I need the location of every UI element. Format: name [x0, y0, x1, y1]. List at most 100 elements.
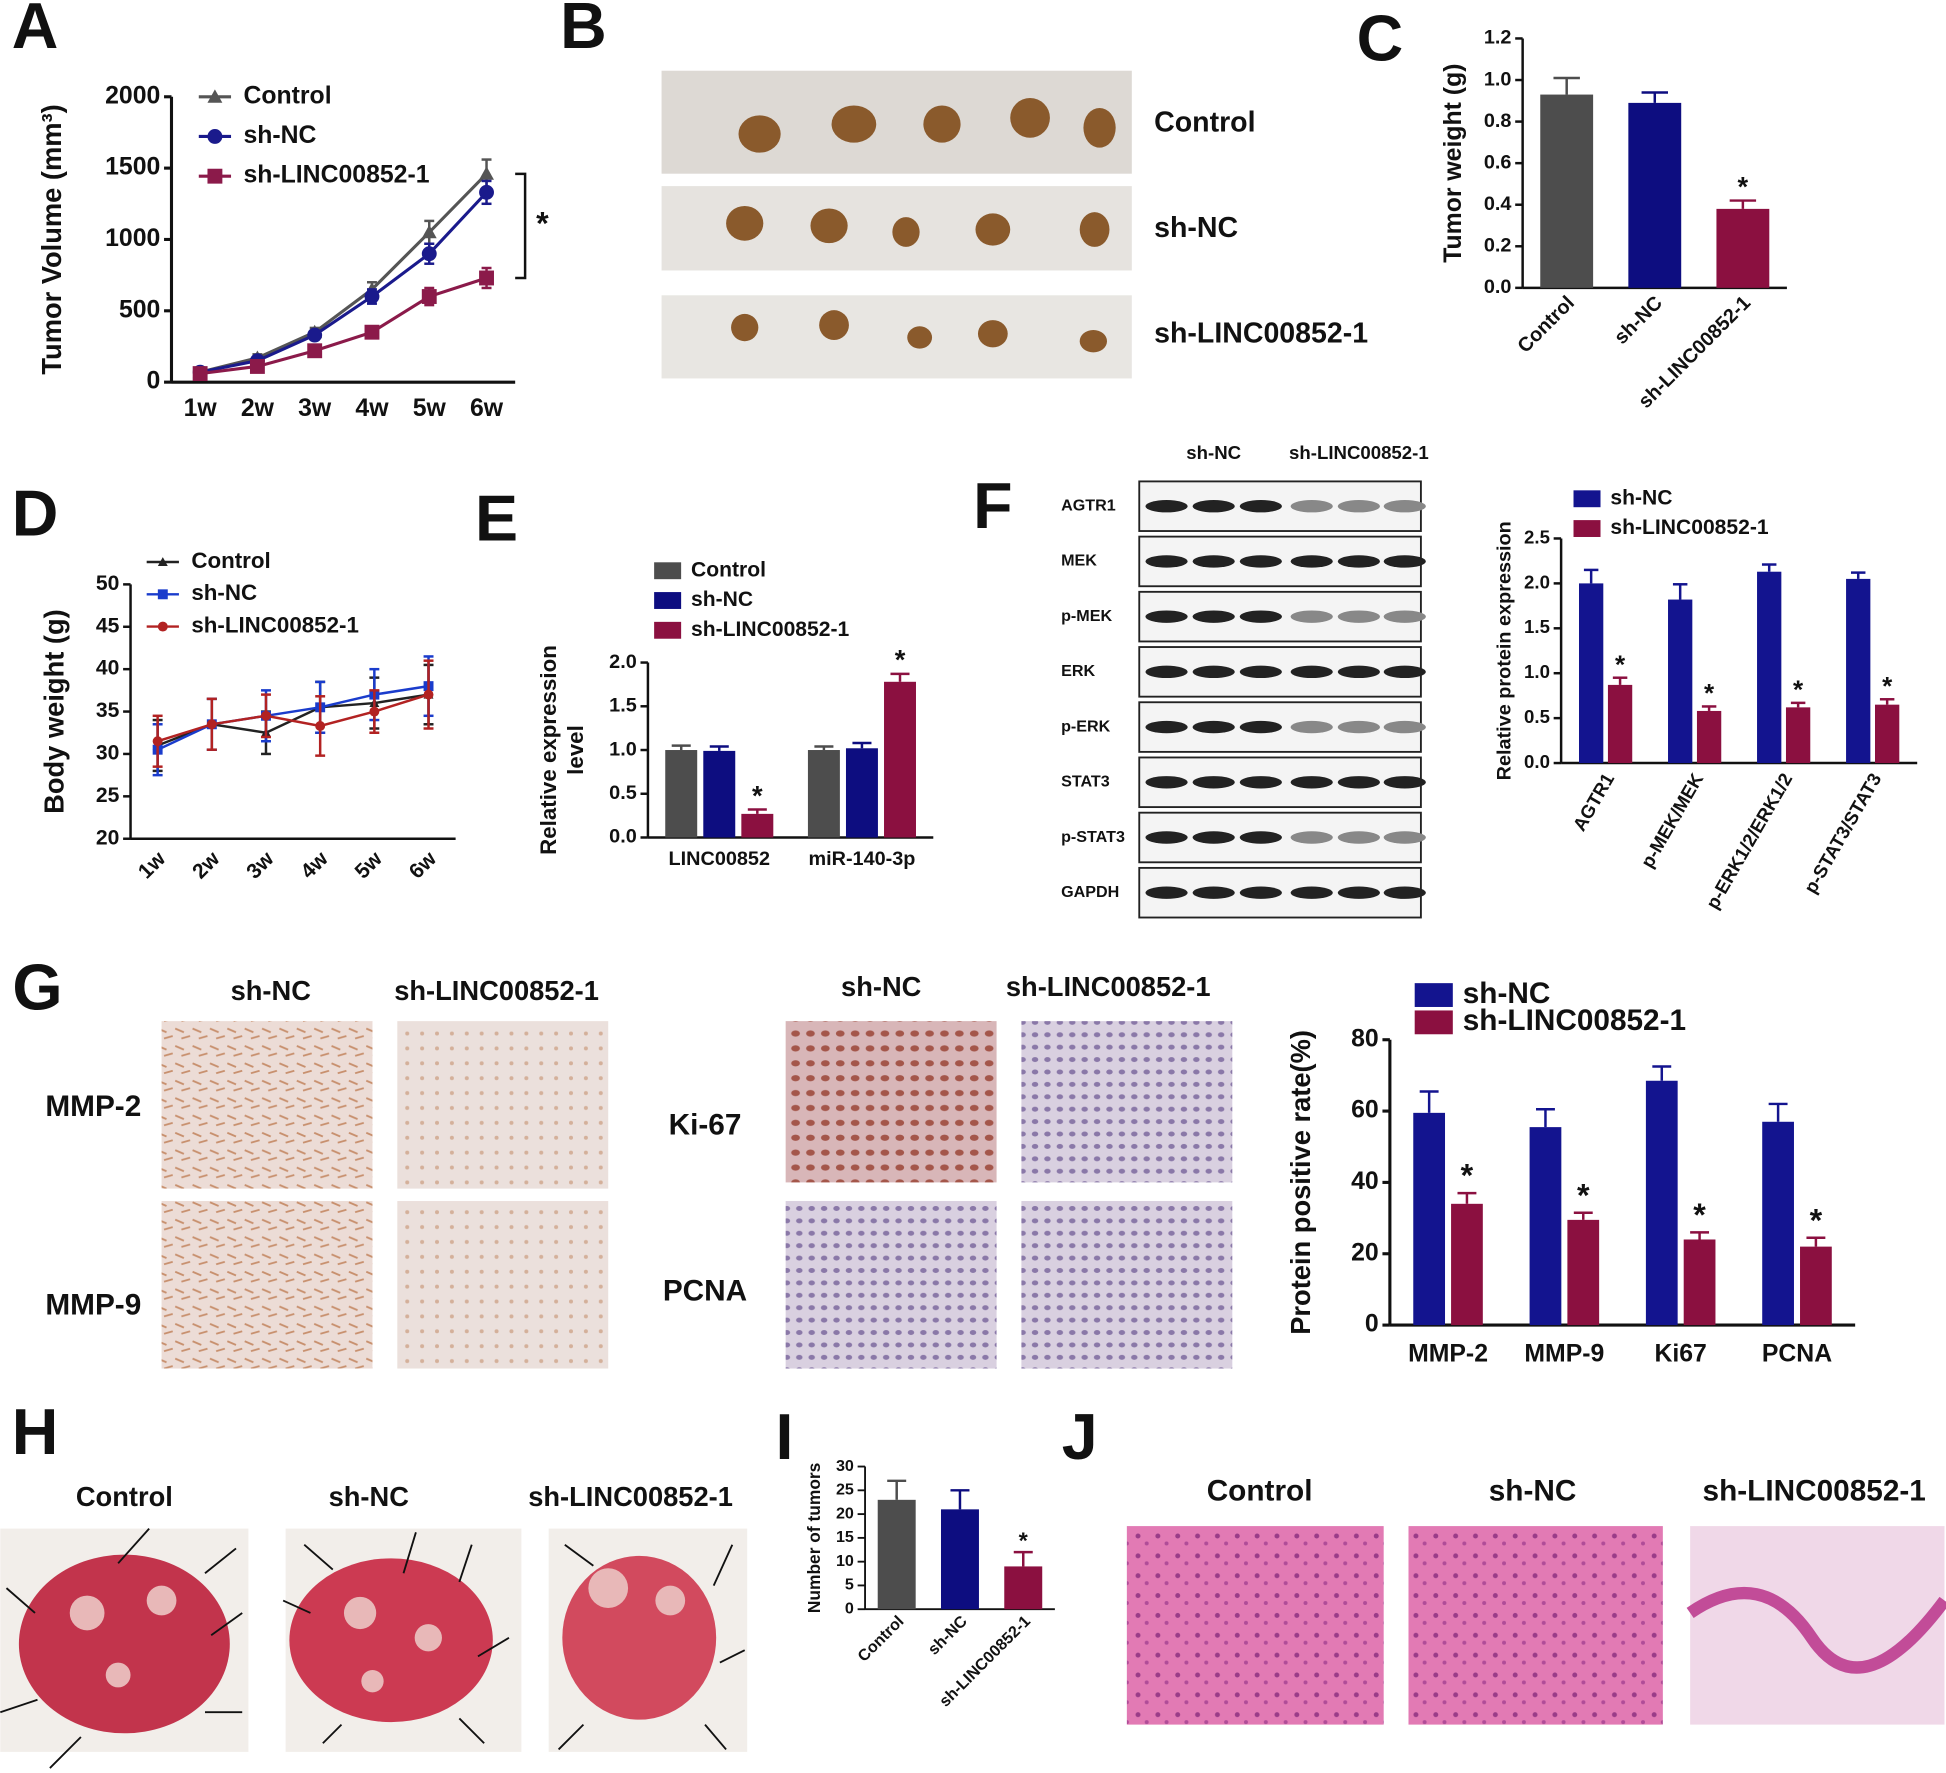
bar — [1683, 1239, 1716, 1326]
bar — [807, 750, 840, 838]
photo — [661, 295, 1132, 379]
x-tick-label: sh-NC — [925, 1612, 972, 1659]
y-tick-label: 0.5 — [1524, 706, 1550, 727]
panel-letter: D — [12, 478, 59, 550]
bar — [665, 750, 698, 838]
group-label: sh-NC — [1154, 212, 1238, 244]
y-axis-label: Protein positive rate(%) — [1285, 1030, 1316, 1335]
band — [1337, 665, 1380, 679]
ihc-image — [161, 1201, 373, 1369]
y-tick-label: 60 — [1351, 1097, 1379, 1124]
lane-header: sh-LINC00852-1 — [1289, 442, 1429, 463]
blot-label: MEK — [1061, 552, 1097, 570]
y-tick-label: 20 — [96, 826, 119, 849]
y-tick-label: 1.0 — [609, 738, 637, 760]
x-tick-label: 4w — [355, 395, 389, 422]
legend-label: Control — [191, 548, 270, 573]
legend-marker — [157, 589, 168, 600]
bar — [1762, 1121, 1794, 1326]
ihc-image — [785, 1021, 997, 1183]
legend-label: sh-NC — [191, 580, 257, 605]
panel-letter: B — [560, 0, 607, 62]
group-label: sh-NC — [1489, 1474, 1577, 1507]
bar — [703, 750, 736, 838]
marker — [421, 224, 437, 239]
y-tick-label: 25 — [96, 784, 120, 807]
bar — [1567, 1219, 1600, 1326]
band — [1337, 886, 1380, 899]
line — [199, 191, 488, 374]
band — [1337, 831, 1380, 844]
band — [1290, 665, 1333, 679]
y-tick-label: 10 — [836, 1552, 854, 1570]
legend-label: sh-LINC00852-1 — [1610, 516, 1768, 539]
significance-label: * — [536, 205, 549, 241]
significance-label: * — [752, 780, 763, 811]
lane-header: sh-NC — [1186, 442, 1241, 463]
tumors — [726, 98, 1116, 353]
y-tick-label: 20 — [836, 1504, 854, 1522]
y-tick-label: 15 — [836, 1528, 854, 1546]
row-label: Ki-67 — [669, 1108, 742, 1141]
band — [1337, 610, 1380, 623]
band — [1192, 720, 1235, 734]
y-tick-label: 80 — [1351, 1025, 1379, 1052]
y-tick-label: 30 — [96, 742, 119, 765]
bar — [1628, 102, 1682, 288]
band — [1192, 886, 1235, 899]
blot-label: p-STAT3 — [1061, 828, 1125, 846]
bar — [1800, 1246, 1832, 1326]
band — [1290, 831, 1333, 844]
blot-label: p-MEK — [1061, 607, 1112, 625]
bar — [845, 748, 878, 838]
column-label: sh-LINC00852-1 — [394, 975, 599, 1006]
panel-h-photos — [0, 1527, 748, 1769]
bar — [1716, 208, 1770, 288]
x-tick-label: MMP-9 — [1524, 1340, 1604, 1367]
bar — [1413, 1112, 1446, 1326]
legend-swatch — [654, 592, 682, 609]
band — [1192, 831, 1235, 844]
group-label: Control — [76, 1481, 173, 1512]
ihc-image — [397, 1201, 609, 1369]
y-tick-label: 0 — [845, 1599, 854, 1617]
x-tick-label: 6w — [470, 395, 504, 422]
legend-label: sh-NC — [1610, 486, 1672, 509]
y-tick-label: 40 — [96, 657, 119, 680]
marker — [479, 184, 494, 200]
x-tick-label: LINC00852 — [669, 848, 770, 870]
marker — [364, 289, 380, 304]
marker — [307, 327, 323, 343]
band — [1145, 610, 1188, 623]
x-tick-label: p-STAT3/STAT3 — [1800, 769, 1886, 896]
band — [1383, 665, 1426, 679]
x-tick-label: 4w — [296, 847, 333, 884]
x-tick-label: 6w — [405, 847, 442, 884]
row-label: PCNA — [663, 1275, 747, 1308]
significance-label: * — [1615, 649, 1626, 679]
legend-label: Control — [243, 82, 331, 109]
legend-label: sh-LINC00852-1 — [1463, 1004, 1686, 1037]
y-tick-label: 20 — [1351, 1239, 1379, 1266]
bar — [1004, 1566, 1043, 1610]
marker — [315, 721, 326, 731]
nodules — [69, 1568, 686, 1693]
x-tick-label: 5w — [351, 847, 388, 884]
lung — [562, 1555, 717, 1720]
x-tick-label: 1w — [134, 847, 171, 884]
band — [1145, 886, 1188, 899]
legend-marker — [207, 168, 223, 184]
x-tick-label: 3w — [298, 395, 332, 422]
y-tick-label: 5 — [845, 1576, 854, 1594]
bar — [1785, 707, 1811, 764]
bar — [1578, 583, 1604, 764]
y-tick-label: 35 — [96, 699, 120, 722]
band — [1290, 500, 1333, 513]
marker — [421, 289, 437, 304]
significance-label: * — [1810, 1202, 1823, 1238]
y-tick-label: 2000 — [105, 82, 160, 109]
x-tick-label: 1w — [184, 395, 218, 422]
bar — [877, 1499, 916, 1610]
x-tick-label: Control — [1513, 292, 1578, 357]
